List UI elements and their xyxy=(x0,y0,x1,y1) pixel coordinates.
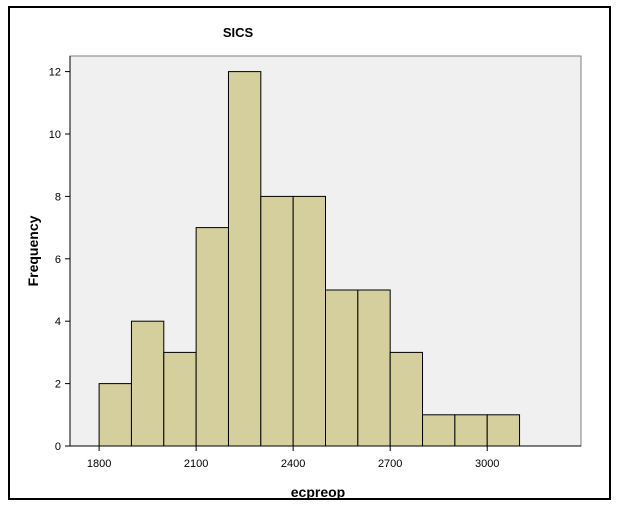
histogram-bar xyxy=(325,289,359,447)
x-tick-label: 2400 xyxy=(281,458,305,470)
x-tick-label: 3000 xyxy=(475,458,499,470)
x-axis-label: ecpreop xyxy=(291,484,345,500)
y-tick-label: 0 xyxy=(55,441,61,453)
y-tick-label: 2 xyxy=(55,379,61,391)
x-axis: 1800 2100 2400 2700 3000 xyxy=(70,445,581,470)
y-axis-label: Frequency xyxy=(25,215,41,286)
histogram-bar xyxy=(227,71,262,447)
histogram-bar xyxy=(292,195,327,447)
histogram-bar xyxy=(422,414,456,447)
histogram-bar xyxy=(98,383,132,447)
histogram-bar xyxy=(454,414,488,447)
y-axis: 0 2 4 6 8 10 12 xyxy=(49,56,71,453)
histogram-bar xyxy=(163,351,197,447)
histogram-bar xyxy=(260,195,294,447)
histogram-bar xyxy=(389,351,424,447)
chart-title: SICS xyxy=(223,25,254,40)
x-tick-label: 1800 xyxy=(87,458,111,470)
y-tick-label: 10 xyxy=(49,129,61,141)
y-tick-label: 12 xyxy=(49,67,61,79)
y-tick-label: 6 xyxy=(55,254,61,266)
bars-group xyxy=(98,71,521,447)
x-tick-label: 2100 xyxy=(184,458,208,470)
histogram-bar xyxy=(130,320,165,447)
y-tick-label: 8 xyxy=(55,191,61,203)
histogram-bar xyxy=(486,414,521,447)
histogram-bar xyxy=(195,227,229,447)
histogram-bar xyxy=(357,289,391,447)
y-tick-label: 4 xyxy=(55,316,61,328)
x-tick-label: 2700 xyxy=(378,458,402,470)
